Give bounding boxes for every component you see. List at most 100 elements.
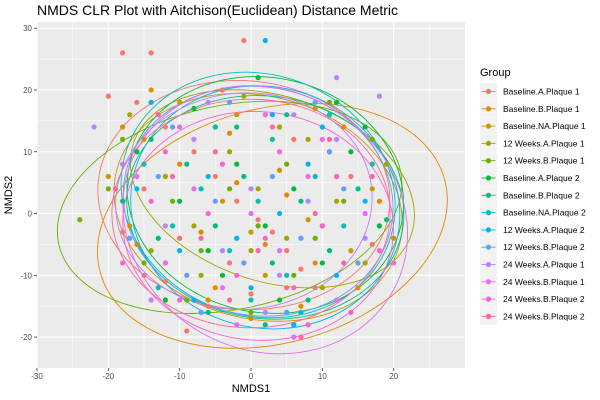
point-series-6: [383, 217, 390, 223]
ellipse-series-4: [56, 100, 403, 314]
point-series-10: [120, 161, 126, 167]
point-series-0: [184, 328, 190, 334]
point-series-6: [120, 198, 126, 204]
x-tick-label: -30: [31, 372, 43, 381]
point-series-10: [248, 186, 254, 192]
x-tick-label: 20: [389, 372, 398, 381]
point-series-5: [205, 248, 211, 254]
y-tick-label: -20: [20, 333, 32, 342]
y-tick-label: 20: [23, 86, 32, 95]
point-series-8: [205, 173, 211, 180]
point-series-1: [234, 180, 240, 186]
point-series-6: [148, 136, 154, 142]
point-series-11: [248, 210, 254, 217]
point-series-0: [141, 186, 147, 192]
point-series-6: [241, 173, 247, 180]
point-series-3: [255, 186, 261, 192]
point-series-1: [341, 124, 347, 130]
point-series-8: [269, 112, 275, 118]
legend-item: Baseline.A.Plaque 1: [480, 83, 580, 100]
point-series-9: [312, 99, 318, 105]
point-series-0: [291, 136, 297, 142]
legend-key-point: [485, 175, 492, 181]
point-series-4: [141, 260, 147, 266]
legend-label: Baseline.B.Plaque 2: [503, 190, 580, 200]
point-series-0: [191, 149, 197, 155]
point-series-12: [334, 173, 340, 180]
point-series-13: [227, 297, 233, 303]
point-series-3: [191, 223, 197, 229]
point-series-0: [177, 235, 183, 241]
point-series-10: [205, 99, 211, 105]
point-series-13: [284, 285, 290, 291]
legend-label: Baseline.NA.Plaque 1: [503, 121, 586, 131]
grid-lines: [36, 22, 465, 368]
point-series-0: [162, 278, 168, 285]
point-series-6: [212, 223, 218, 229]
point-series-9: [284, 309, 290, 315]
legend-item: 12 Weeks.B.Plaque 1: [480, 152, 585, 170]
legend-label: 12 Weeks.A.Plaque 1: [503, 138, 585, 148]
point-series-11: [276, 248, 283, 254]
point-series-6: [305, 297, 311, 303]
point-series-1: [284, 192, 290, 198]
ellipse-series-2: [113, 93, 403, 322]
legend-key-point: [485, 192, 492, 198]
point-series-4: [248, 309, 254, 315]
legend-label: 24 Weeks.A.Plaque 1: [503, 260, 585, 270]
legend-item: Baseline.B.Plaque 1: [480, 100, 580, 118]
ellipse-series-9: [122, 85, 394, 317]
point-series-8: [305, 161, 311, 167]
point-series-7: [269, 136, 275, 142]
point-series-5: [191, 105, 197, 112]
point-series-12: [376, 248, 382, 254]
point-series-13: [298, 334, 304, 340]
point-series-5: [348, 149, 354, 155]
point-series-6: [298, 198, 304, 204]
legend-item: Baseline.B.Plaque 2: [480, 186, 580, 204]
point-series-2: [248, 229, 254, 235]
point-series-7: [255, 198, 261, 204]
point-series-10: [376, 93, 382, 99]
point-series-6: [355, 186, 361, 192]
y-tick-label: 30: [23, 24, 32, 33]
legend-item: 12 Weeks.B.Plaque 2: [480, 238, 585, 256]
y-tick-label: 10: [23, 148, 32, 157]
legend-item: Baseline.A.Plaque 2: [480, 169, 580, 187]
point-series-0: [120, 50, 126, 56]
x-tick-label: 10: [318, 372, 327, 381]
point-series-7: [298, 309, 304, 315]
point-series-2: [141, 136, 147, 142]
point-series-4: [369, 136, 375, 142]
point-series-10: [148, 297, 154, 303]
point-series-3: [319, 285, 325, 291]
point-series-10: [334, 136, 340, 142]
point-series-0: [205, 303, 211, 309]
point-series-7: [284, 272, 290, 278]
point-series-1: [198, 229, 204, 235]
point-series-2: [348, 248, 354, 254]
point-series-8: [134, 186, 140, 192]
y-tick-label: 0: [28, 210, 33, 219]
point-series-12: [262, 235, 268, 241]
point-series-3: [362, 260, 368, 266]
point-series-10: [362, 235, 368, 241]
point-series-5: [234, 161, 240, 167]
point-series-3: [248, 248, 254, 254]
point-series-3: [276, 124, 283, 130]
point-series-5: [162, 297, 168, 303]
x-axis-label: NMDS1: [232, 383, 271, 395]
point-series-0: [148, 50, 154, 56]
point-series-4: [326, 99, 333, 105]
ellipse-series-13: [111, 98, 391, 329]
point-series-1: [376, 198, 382, 204]
point-series-12: [319, 223, 325, 229]
point-series-1: [227, 130, 233, 136]
point-series-7: [141, 161, 147, 167]
legend-label: 12 Weeks.B.Plaque 2: [503, 242, 585, 252]
point-series-9: [169, 124, 176, 130]
legend-item: 24 Weeks.B.Plaque 1: [480, 273, 585, 291]
point-series-8: [319, 124, 325, 130]
point-series-4: [341, 198, 347, 204]
